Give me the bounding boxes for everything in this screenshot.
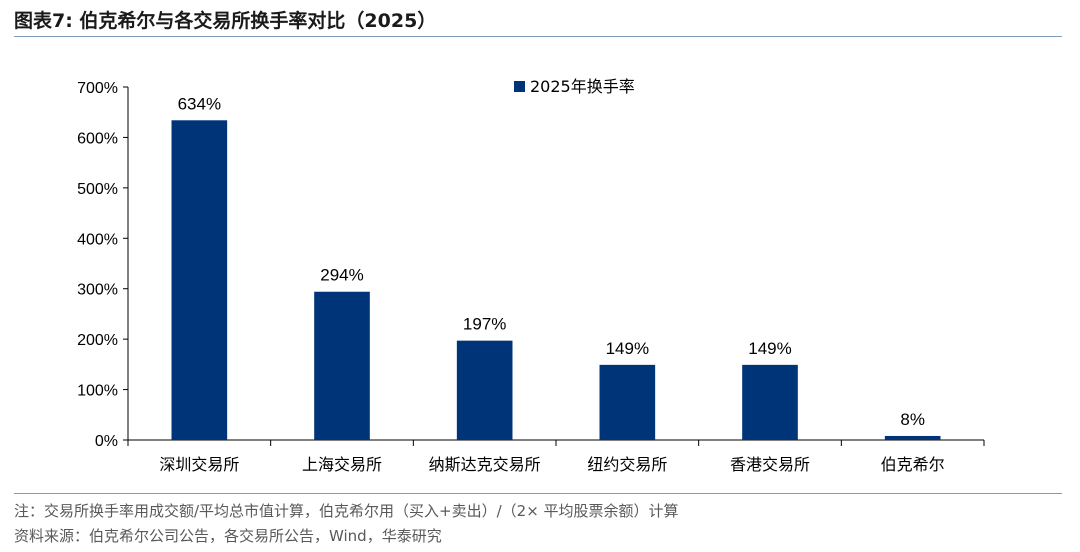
data-label: 294% [320,266,363,285]
y-tick-label: 500% [77,181,118,198]
footer-divider [14,493,1062,494]
bar [456,340,513,440]
chart-note: 注：交易所换手率用成交额/平均总市值计算，伯克希尔用（买入+卖出）/（2× 平均… [14,502,679,520]
x-tick-label: 伯克希尔 [881,455,945,474]
y-tick-label: 600% [77,130,118,147]
bar [314,291,370,440]
x-tick-label: 香港交易所 [730,455,810,474]
title-divider [14,36,1062,37]
data-label: 8% [900,410,925,429]
y-tick-label: 0% [95,433,118,450]
data-label: 197% [463,315,506,334]
y-tick-label: 300% [77,282,118,299]
chart-source: 资料来源：伯克希尔公司公告，各交易所公告，Wind，华泰研究 [14,527,442,545]
x-tick-label: 纳斯达克交易所 [429,455,541,474]
y-tick-label: 200% [77,332,118,349]
x-tick-label: 深圳交易所 [159,455,239,474]
data-label: 634% [178,94,221,113]
y-tick-label: 400% [77,231,118,248]
bar [599,364,656,440]
legend-label: 2025年换手率 [530,77,635,96]
y-tick-label: 700% [77,80,118,97]
bar [742,364,798,440]
bar-chart: 0% 100% 200% 300% 400% 500% 600% 700% 634% 深圳交易所 2… [77,77,985,474]
data-label: 149% [606,339,649,358]
bar [884,435,941,440]
x-tick-label: 纽约交易所 [587,455,667,474]
data-label: 149% [748,339,791,358]
y-tick-label: 100% [77,383,118,400]
bar [171,120,228,440]
legend-swatch [514,81,525,92]
x-tick-label: 上海交易所 [302,455,382,474]
figure-title: 图表7: 伯克希尔与各交易所换手率对比（2025） [14,10,437,32]
